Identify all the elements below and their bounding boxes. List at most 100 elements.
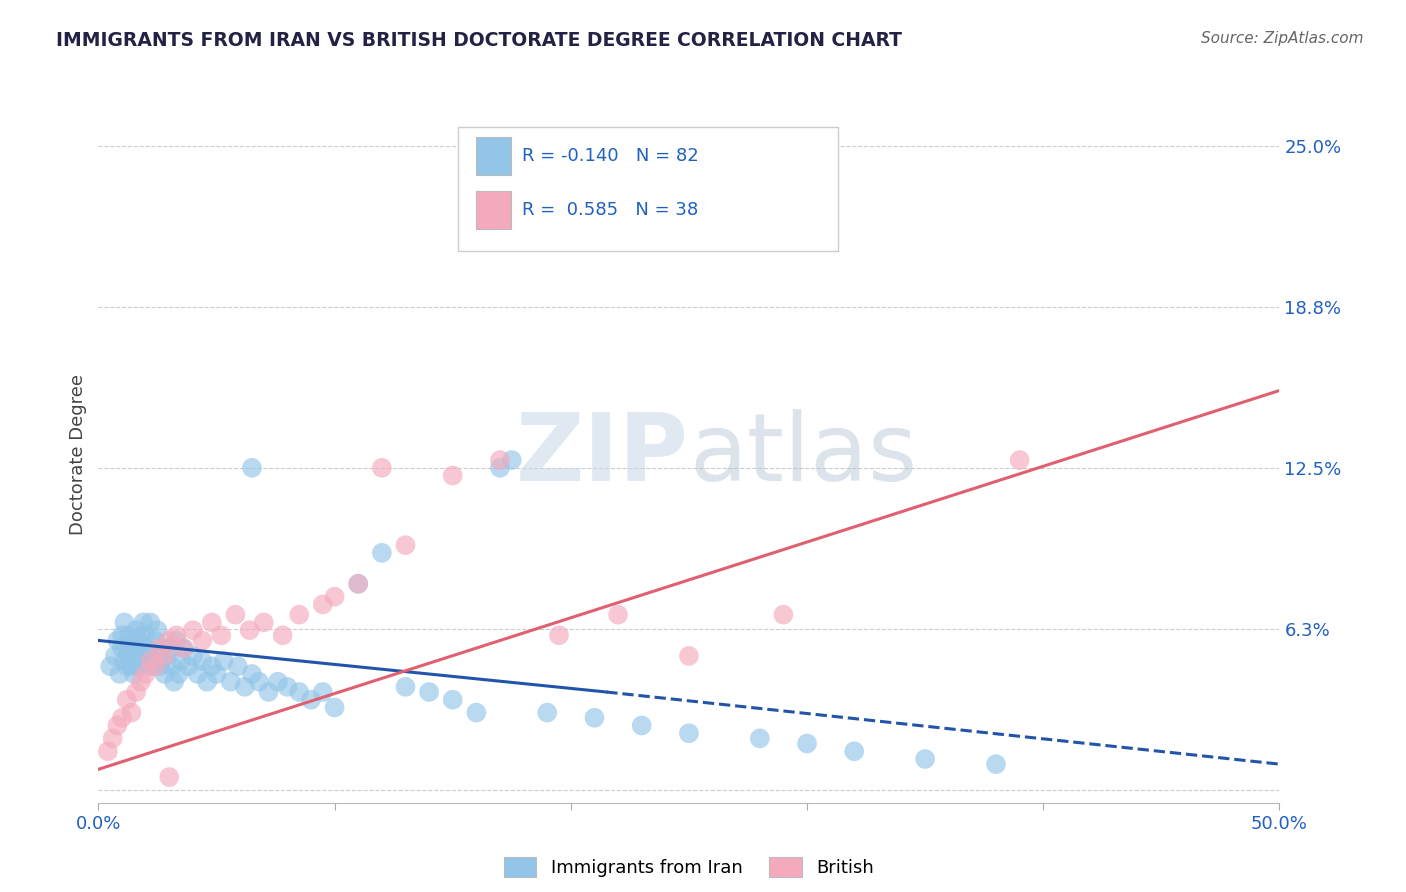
- Point: [143, 633, 166, 648]
- Point: [157, 770, 180, 784]
- Point: [271, 628, 294, 642]
- Point: [139, 659, 162, 673]
- Point: [139, 654, 162, 668]
- Point: [170, 654, 193, 668]
- Point: [224, 607, 246, 622]
- Point: [146, 623, 169, 637]
- Point: [135, 667, 157, 681]
- Point: [97, 744, 120, 758]
- Point: [914, 752, 936, 766]
- Point: [489, 460, 512, 475]
- Point: [118, 628, 141, 642]
- Point: [201, 615, 224, 630]
- Point: [125, 685, 148, 699]
- Point: [418, 685, 440, 699]
- Point: [347, 576, 370, 591]
- Legend: Immigrants from Iran, British: Immigrants from Iran, British: [496, 850, 882, 884]
- Point: [150, 641, 173, 656]
- Point: [257, 685, 280, 699]
- Point: [323, 700, 346, 714]
- Point: [191, 654, 214, 668]
- Point: [122, 667, 145, 681]
- Point: [240, 667, 263, 681]
- Point: [630, 718, 652, 732]
- Point: [104, 648, 127, 663]
- Point: [181, 623, 204, 637]
- Point: [115, 692, 138, 706]
- Point: [149, 659, 172, 673]
- Point: [165, 633, 187, 648]
- Point: [165, 628, 187, 642]
- Point: [125, 623, 148, 637]
- Point: [212, 654, 235, 668]
- Point: [132, 641, 155, 656]
- Text: Source: ZipAtlas.com: Source: ZipAtlas.com: [1201, 31, 1364, 46]
- Text: R = -0.140   N = 82: R = -0.140 N = 82: [522, 147, 699, 165]
- Point: [465, 706, 488, 720]
- Point: [105, 633, 128, 648]
- Point: [128, 633, 150, 648]
- Point: [253, 615, 276, 630]
- Point: [536, 706, 558, 720]
- Point: [394, 538, 416, 552]
- Point: [748, 731, 770, 746]
- Text: IMMIGRANTS FROM IRAN VS BRITISH DOCTORATE DEGREE CORRELATION CHART: IMMIGRANTS FROM IRAN VS BRITISH DOCTORAT…: [56, 31, 903, 50]
- Point: [111, 628, 134, 642]
- Point: [276, 680, 298, 694]
- Point: [239, 623, 262, 637]
- Point: [219, 674, 242, 689]
- Point: [129, 674, 152, 689]
- Point: [312, 598, 335, 612]
- Point: [299, 692, 322, 706]
- Point: [136, 641, 159, 656]
- Point: [209, 628, 232, 642]
- Point: [583, 711, 606, 725]
- Point: [172, 641, 194, 656]
- Point: [172, 641, 194, 656]
- Point: [146, 654, 169, 668]
- Point: [139, 615, 162, 630]
- Point: [489, 453, 512, 467]
- Point: [129, 648, 152, 663]
- Point: [121, 633, 143, 648]
- Point: [267, 674, 290, 689]
- Point: [118, 648, 141, 663]
- Point: [984, 757, 1007, 772]
- Point: [132, 615, 155, 630]
- Point: [149, 641, 172, 656]
- Point: [347, 576, 370, 591]
- Point: [157, 641, 180, 656]
- Text: R =  0.585   N = 38: R = 0.585 N = 38: [522, 201, 697, 219]
- Point: [177, 659, 200, 673]
- Point: [288, 607, 311, 622]
- Point: [312, 685, 335, 699]
- Point: [135, 654, 157, 668]
- Point: [678, 648, 700, 663]
- Point: [678, 726, 700, 740]
- Point: [607, 607, 630, 622]
- Point: [163, 674, 186, 689]
- Point: [167, 667, 190, 681]
- Point: [112, 654, 135, 668]
- Point: [441, 468, 464, 483]
- Point: [240, 460, 263, 475]
- Point: [441, 692, 464, 706]
- Point: [157, 633, 180, 648]
- Point: [288, 685, 311, 699]
- Point: [98, 659, 121, 673]
- Point: [323, 590, 346, 604]
- Point: [142, 648, 165, 663]
- Point: [156, 648, 179, 663]
- Point: [128, 659, 150, 673]
- Point: [181, 648, 204, 663]
- Point: [501, 453, 523, 467]
- Point: [844, 744, 866, 758]
- Point: [115, 659, 138, 673]
- Point: [111, 711, 134, 725]
- Point: [101, 731, 124, 746]
- Point: [226, 659, 249, 673]
- Y-axis label: Doctorate Degree: Doctorate Degree: [69, 375, 87, 535]
- Point: [191, 633, 214, 648]
- Point: [121, 706, 143, 720]
- Point: [125, 654, 148, 668]
